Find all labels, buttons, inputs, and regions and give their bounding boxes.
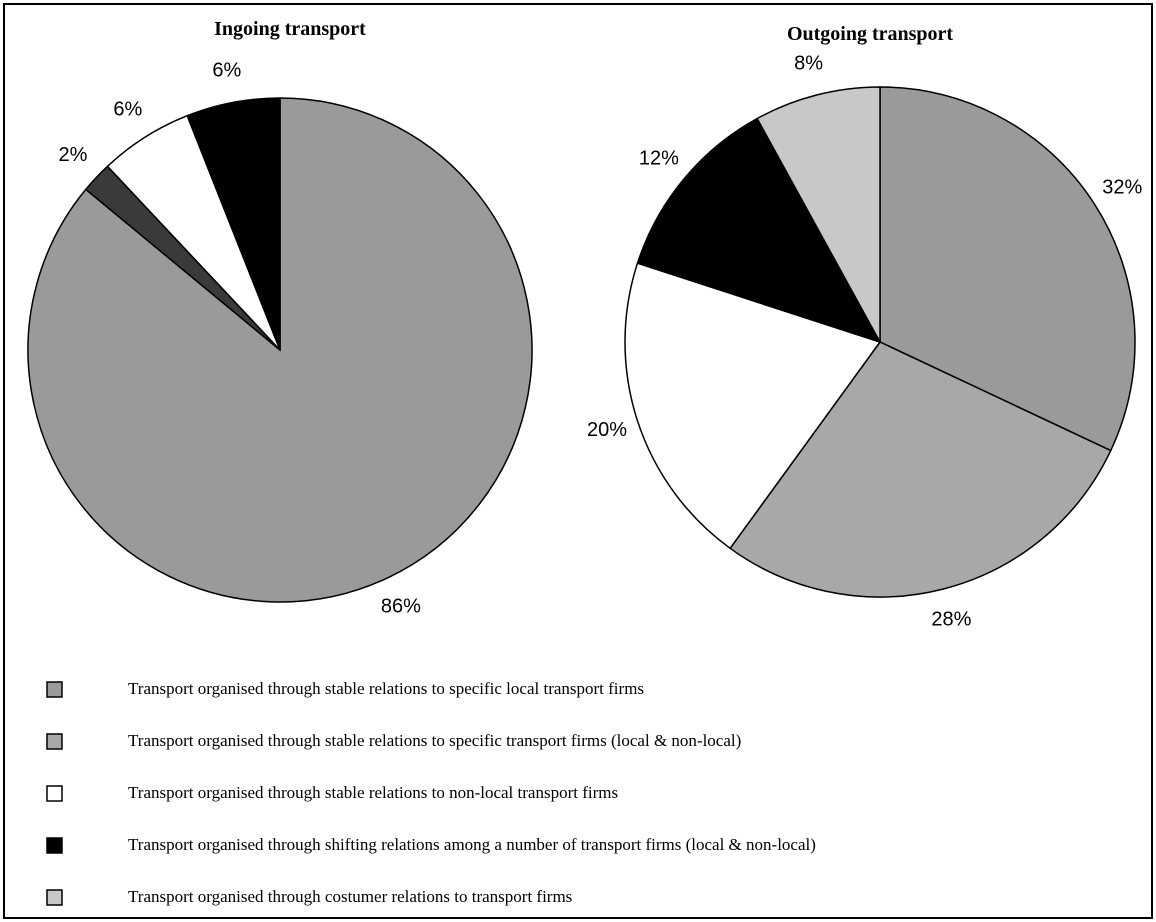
legend-label: Transport organised through shifting rel… xyxy=(128,835,816,854)
pie-slice xyxy=(756,86,881,343)
legend-swatch xyxy=(46,889,63,906)
data-label: 86% xyxy=(381,595,421,617)
pie-slice xyxy=(729,341,1112,598)
data-label: 6% xyxy=(113,98,142,120)
data-label: 28% xyxy=(931,608,971,630)
chart-title: Ingoing transport xyxy=(214,18,366,40)
pie-slice xyxy=(879,86,1136,452)
data-label: 8% xyxy=(794,52,823,74)
chart-title: Outgoing transport xyxy=(787,23,953,45)
legend-label: Transport organised through costumer rel… xyxy=(128,887,572,906)
data-label: 12% xyxy=(639,147,679,169)
legend-swatch xyxy=(46,733,63,750)
legend-swatch xyxy=(46,837,63,854)
legend-label: Transport organised through stable relat… xyxy=(128,679,644,698)
pie-slice xyxy=(186,97,281,351)
legend-swatch xyxy=(46,681,63,698)
legend-label: Transport organised through stable relat… xyxy=(128,731,741,750)
data-label: 2% xyxy=(59,144,88,166)
data-label: 6% xyxy=(212,59,241,81)
data-label: 20% xyxy=(587,419,627,441)
pie-slice xyxy=(624,262,882,550)
data-label: 32% xyxy=(1102,176,1142,198)
legend-swatch xyxy=(46,785,63,802)
pie-slice xyxy=(636,117,882,344)
legend-label: Transport organised through stable relat… xyxy=(128,783,618,802)
